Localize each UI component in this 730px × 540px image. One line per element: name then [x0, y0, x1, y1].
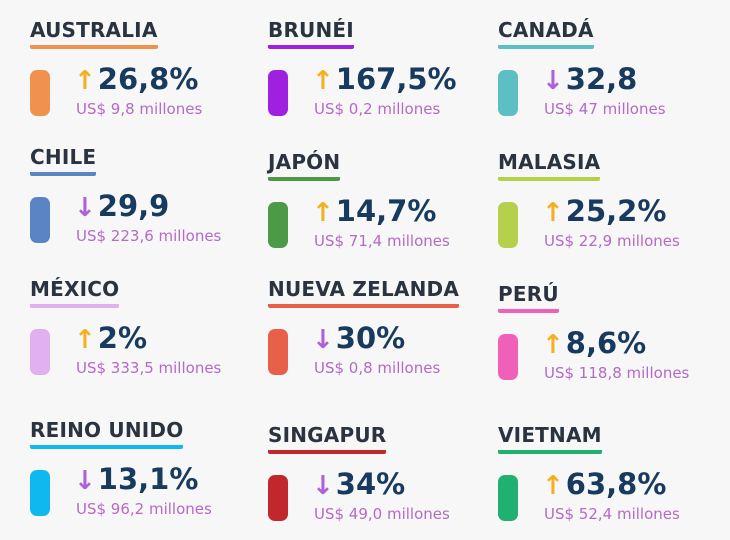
country-name: SINGAPUR	[268, 423, 387, 454]
change-value-text: 26,8%	[97, 62, 199, 96]
country-card: CHILE ↓29,9 US$ 223,6 millones	[30, 145, 250, 255]
change-value-text: 13,1%	[97, 462, 199, 496]
country-name: MÉXICO	[30, 277, 120, 308]
color-swatch	[30, 329, 50, 375]
amount-text: US$ 0,2 millones	[314, 100, 441, 118]
country-card: MÉXICO ↑2% US$ 333,5 millones	[30, 277, 250, 387]
color-swatch	[30, 70, 50, 116]
change-value: ↑25,2%	[542, 194, 666, 230]
arrow-up-icon: ↑	[542, 471, 564, 501]
arrow-up-icon: ↑	[312, 198, 334, 228]
country-name: CANADÁ	[498, 18, 594, 49]
change-value: ↑2%	[74, 321, 147, 357]
color-swatch	[30, 470, 50, 516]
change-value: ↓29,9	[74, 189, 169, 225]
color-swatch	[268, 70, 288, 116]
color-swatch	[30, 197, 50, 243]
change-value-text: 32,8	[565, 62, 638, 96]
country-card: PERÚ ↑8,6% US$ 118,8 millones	[498, 282, 718, 392]
country-card: AUSTRALIA ↑26,8% US$ 9,8 millones	[30, 18, 250, 128]
change-value: ↑14,7%	[312, 194, 436, 230]
arrow-up-icon: ↑	[74, 325, 96, 355]
change-value-text: 167,5%	[335, 62, 457, 96]
change-value-text: 8,6%	[565, 326, 647, 360]
change-value-text: 63,8%	[565, 467, 667, 501]
amount-text: US$ 223,6 millones	[76, 227, 222, 245]
amount-text: US$ 49,0 millones	[314, 505, 450, 523]
change-value-text: 14,7%	[335, 194, 437, 228]
change-value: ↑63,8%	[542, 467, 666, 503]
country-name: CHILE	[30, 145, 97, 176]
country-card: MALASIA ↑25,2% US$ 22,9 millones	[498, 150, 718, 260]
change-value: ↓13,1%	[74, 462, 198, 498]
color-swatch	[268, 202, 288, 248]
amount-text: US$ 0,8 millones	[314, 359, 441, 377]
arrow-up-icon: ↑	[542, 330, 564, 360]
arrow-up-icon: ↑	[542, 198, 564, 228]
country-card: REINO UNIDO ↓13,1% US$ 96,2 millones	[30, 418, 250, 528]
arrow-up-icon: ↑	[312, 66, 334, 96]
color-swatch	[268, 329, 288, 375]
change-value: ↑26,8%	[74, 62, 198, 98]
country-name: REINO UNIDO	[30, 418, 184, 449]
color-swatch	[498, 202, 518, 248]
country-name: JAPÓN	[268, 150, 341, 181]
country-name: PERÚ	[498, 282, 559, 313]
amount-text: US$ 71,4 millones	[314, 232, 450, 250]
country-card: CANADÁ ↓32,8 US$ 47 millones	[498, 18, 718, 128]
arrow-down-icon: ↓	[74, 466, 96, 496]
arrow-down-icon: ↓	[74, 193, 96, 223]
country-name: BRUNÉI	[268, 18, 354, 49]
amount-text: US$ 9,8 millones	[76, 100, 203, 118]
country-name: AUSTRALIA	[30, 18, 158, 49]
amount-text: US$ 52,4 millones	[544, 505, 680, 523]
arrow-down-icon: ↓	[312, 471, 334, 501]
country-card: SINGAPUR ↓34% US$ 49,0 millones	[268, 423, 488, 533]
arrow-down-icon: ↓	[542, 66, 564, 96]
country-card: JAPÓN ↑14,7% US$ 71,4 millones	[268, 150, 488, 260]
change-value-text: 2%	[97, 321, 148, 355]
amount-text: US$ 22,9 millones	[544, 232, 680, 250]
country-name: VIETNAM	[498, 423, 602, 454]
amount-text: US$ 47 millones	[544, 100, 666, 118]
amount-text: US$ 333,5 millones	[76, 359, 222, 377]
change-value: ↓30%	[312, 321, 405, 357]
amount-text: US$ 96,2 millones	[76, 500, 212, 518]
arrow-down-icon: ↓	[312, 325, 334, 355]
change-value-text: 30%	[335, 321, 406, 355]
change-value-text: 34%	[335, 467, 406, 501]
amount-text: US$ 118,8 millones	[544, 364, 690, 382]
color-swatch	[268, 475, 288, 521]
change-value: ↑8,6%	[542, 326, 646, 362]
country-name: NUEVA ZELANDA	[268, 277, 460, 308]
color-swatch	[498, 334, 518, 380]
arrow-up-icon: ↑	[74, 66, 96, 96]
change-value: ↓32,8	[542, 62, 637, 98]
change-value-text: 25,2%	[565, 194, 667, 228]
color-swatch	[498, 70, 518, 116]
change-value-text: 29,9	[97, 189, 170, 223]
country-card: VIETNAM ↑63,8% US$ 52,4 millones	[498, 423, 718, 533]
country-card: NUEVA ZELANDA ↓30% US$ 0,8 millones	[268, 277, 488, 387]
change-value: ↓34%	[312, 467, 405, 503]
country-card: BRUNÉI ↑167,5% US$ 0,2 millones	[268, 18, 488, 128]
change-value: ↑167,5%	[312, 62, 457, 98]
color-swatch	[498, 475, 518, 521]
country-name: MALASIA	[498, 150, 601, 181]
